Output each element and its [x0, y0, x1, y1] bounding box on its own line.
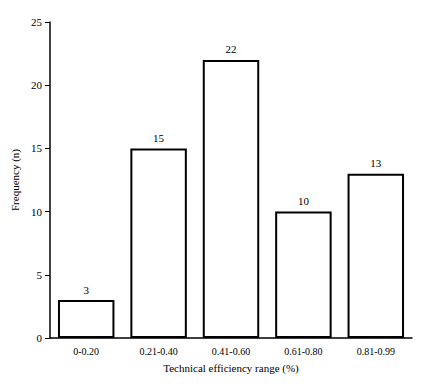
svg-text:10: 10	[31, 206, 43, 218]
svg-text:0.61-0.80: 0.61-0.80	[284, 346, 322, 357]
svg-text:0.81-0.99: 0.81-0.99	[357, 346, 395, 357]
svg-text:25: 25	[31, 16, 43, 28]
svg-text:0.21-0.40: 0.21-0.40	[139, 346, 177, 357]
svg-text:3: 3	[83, 284, 89, 296]
svg-text:Technical efficiency range (%): Technical efficiency range (%)	[163, 362, 299, 375]
svg-text:10: 10	[298, 195, 310, 207]
svg-text:20: 20	[31, 79, 43, 91]
svg-text:15: 15	[31, 142, 43, 154]
svg-text:0: 0	[37, 332, 43, 344]
svg-text:0-0.20: 0-0.20	[73, 346, 99, 357]
svg-text:13: 13	[370, 157, 382, 169]
svg-text:15: 15	[153, 132, 165, 144]
svg-text:Frequency (n): Frequency (n)	[9, 149, 22, 211]
svg-text:0.41-0.60: 0.41-0.60	[212, 346, 250, 357]
svg-text:5: 5	[37, 269, 43, 281]
svg-text:22: 22	[226, 43, 237, 55]
